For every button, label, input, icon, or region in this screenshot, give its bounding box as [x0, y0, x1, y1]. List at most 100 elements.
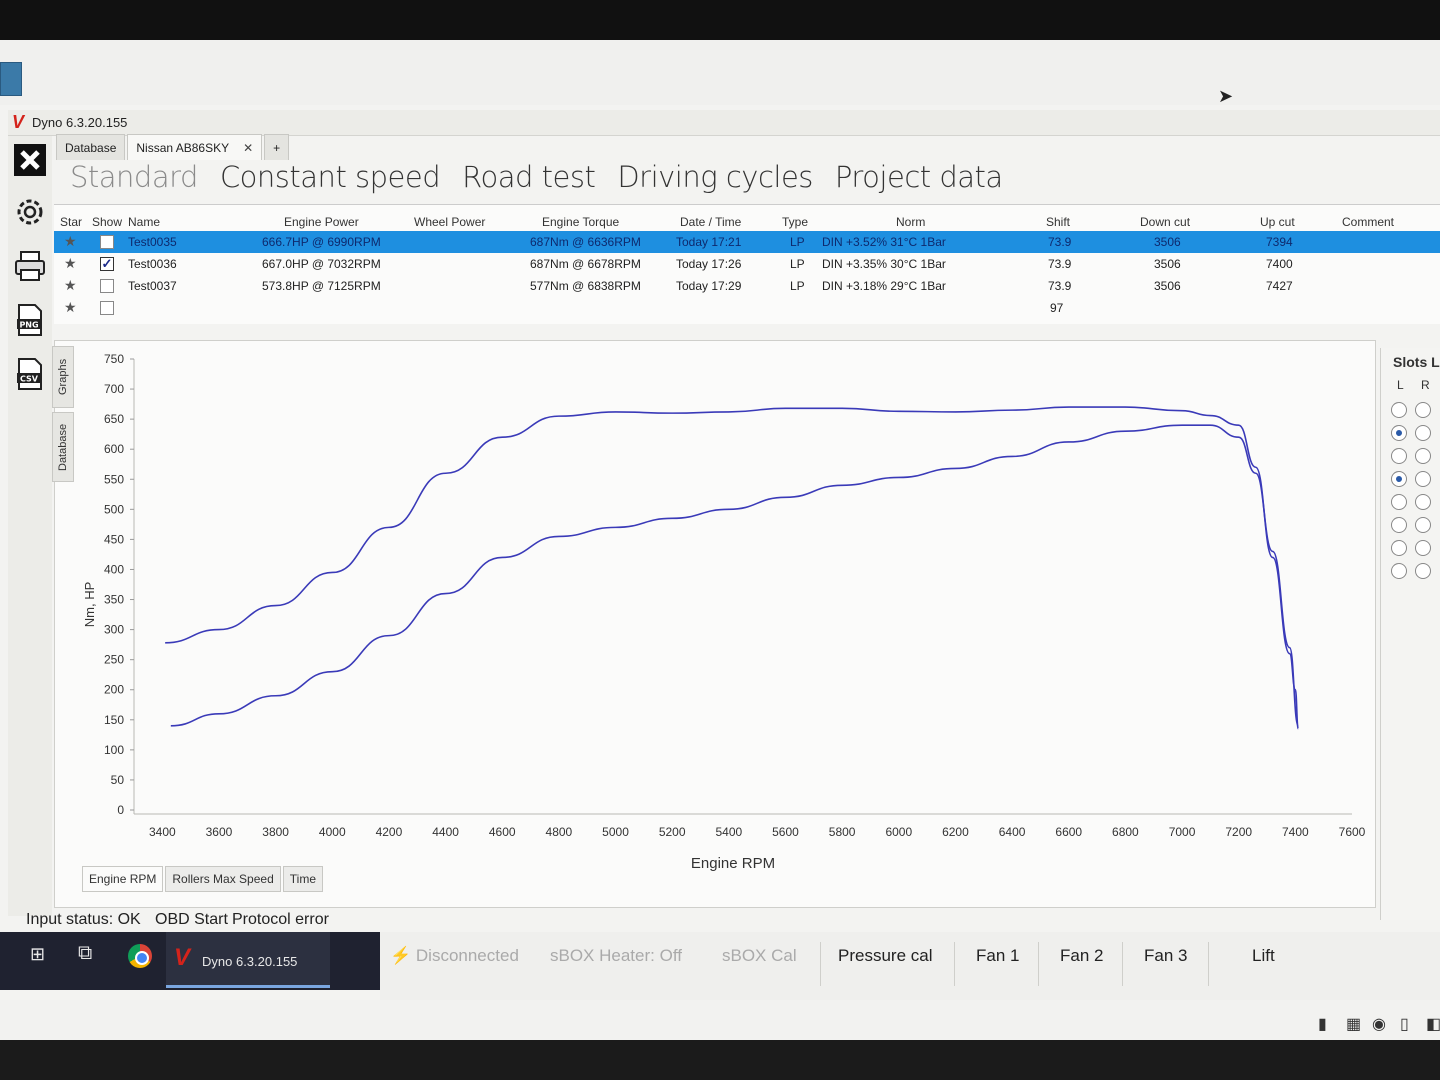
col-wheel-power[interactable]: Wheel Power: [414, 215, 486, 229]
slot-left-radio[interactable]: [1391, 540, 1407, 556]
csv-export-icon[interactable]: CSV: [12, 354, 48, 394]
table-row[interactable]: ★ Test0037 573.8HP @ 7125RPM 577Nm @ 683…: [54, 275, 1440, 297]
fan1-button[interactable]: Fan 1: [976, 946, 1020, 965]
chrome-icon[interactable]: [128, 944, 152, 968]
sbox-cal-button[interactable]: sBOX Cal: [722, 946, 797, 965]
usb-icon[interactable]: ▮: [1318, 1016, 1327, 1033]
slot-left-radio[interactable]: [1391, 563, 1407, 579]
slot-right-radio[interactable]: [1415, 402, 1431, 418]
col-show[interactable]: Show: [92, 215, 123, 229]
slot-right-radio[interactable]: [1415, 563, 1431, 579]
show-checkbox[interactable]: [100, 301, 114, 315]
row-datetime: Today 17:21: [676, 235, 742, 249]
notification-icon[interactable]: ◧: [1426, 1016, 1440, 1033]
slots-panel: Slots L L R: [1380, 348, 1440, 920]
close-tab-icon[interactable]: ✕: [243, 141, 254, 155]
print-icon[interactable]: [12, 246, 48, 286]
col-down-cut[interactable]: Down cut: [1140, 215, 1191, 229]
network-icon[interactable]: ▦: [1346, 1016, 1362, 1033]
col-star[interactable]: Star: [60, 215, 83, 229]
tab-time[interactable]: Time: [282, 866, 323, 892]
mode-road-test[interactable]: Road test: [462, 160, 596, 194]
row-down-cut: 3506: [1154, 279, 1181, 293]
show-checkbox[interactable]: [100, 279, 114, 293]
slot-right-radio[interactable]: [1415, 494, 1431, 510]
row-name: Test0036: [128, 257, 177, 271]
taskbar-app-label: Dyno 6.3.20.155: [202, 954, 298, 969]
y-tick-label: 550: [104, 472, 124, 486]
close-icon[interactable]: [12, 140, 48, 180]
task-view-icon[interactable]: ⧉: [78, 942, 93, 964]
table-row[interactable]: ★ 97: [54, 297, 1440, 319]
col-engine-power[interactable]: Engine Power: [284, 215, 359, 229]
pressure-cal-button[interactable]: Pressure cal: [838, 946, 933, 965]
battery-icon[interactable]: ▯: [1400, 1016, 1409, 1033]
tab-database-side[interactable]: Database: [52, 412, 74, 482]
tab-rollers-max-speed[interactable]: Rollers Max Speed: [165, 866, 281, 892]
dyno-chart[interactable]: 0 50 100 150 200 250 300 350 400 450 500 550 600 650 7…: [76, 345, 1372, 895]
col-norm[interactable]: Norm: [896, 215, 926, 229]
slot-left-radio[interactable]: [1391, 448, 1407, 464]
tab-engine-rpm[interactable]: Engine RPM: [82, 866, 164, 892]
col-name[interactable]: Name: [128, 215, 161, 229]
show-checkbox[interactable]: [100, 235, 114, 249]
x-tick-label: 6400: [999, 825, 1026, 839]
col-up-cut[interactable]: Up cut: [1260, 215, 1295, 229]
table-row[interactable]: ★ ✓ Test0036 667.0HP @ 7032RPM 687Nm @ 6…: [54, 253, 1440, 275]
y-tick-label: 650: [104, 412, 124, 426]
col-datetime[interactable]: Date / Time: [680, 215, 742, 229]
separator: [1122, 942, 1123, 986]
volume-icon[interactable]: ◉: [1372, 1016, 1386, 1033]
star-icon[interactable]: ★: [64, 233, 77, 249]
slot-left-radio[interactable]: [1391, 471, 1407, 487]
windows-start-icon[interactable]: ⊞: [30, 944, 46, 964]
x-tick-label: 4200: [376, 825, 403, 839]
col-engine-torque[interactable]: Engine Torque: [542, 215, 620, 229]
x-axis-label: Engine RPM: [691, 855, 775, 872]
slot-right-radio[interactable]: [1415, 425, 1431, 441]
slot-right-radio[interactable]: [1415, 471, 1431, 487]
sbox-heater-button[interactable]: sBOX Heater: Off: [550, 946, 682, 965]
slot-right-radio[interactable]: [1415, 517, 1431, 533]
row-norm: DIN +3.52% 31°C 1Bar: [822, 235, 946, 249]
slot-right-radio[interactable]: [1415, 448, 1431, 464]
row-shift: 73.9: [1048, 235, 1072, 249]
mode-driving-cycles[interactable]: Driving cycles: [617, 160, 813, 194]
star-icon[interactable]: ★: [64, 255, 77, 271]
row-type: LP: [790, 235, 805, 249]
tab-database[interactable]: Database: [56, 134, 126, 160]
slot-left-radio[interactable]: [1391, 402, 1407, 418]
table-row[interactable]: ★ Test0035 666.7HP @ 6990RPM 687Nm @ 663…: [54, 231, 1440, 253]
gear-icon[interactable]: [12, 192, 48, 232]
desktop-icon[interactable]: [0, 62, 22, 96]
mode-menu: Standard Constant speed Road test Drivin…: [70, 160, 1025, 194]
row-name: Test0037: [128, 279, 177, 293]
fan3-button[interactable]: Fan 3: [1144, 946, 1188, 965]
obd-start-button[interactable]: OBD Start: [155, 911, 228, 928]
tab-nissan[interactable]: Nissan AB86SKY ✕: [127, 134, 263, 160]
mode-project-data[interactable]: Project data: [834, 160, 1003, 194]
row-down-cut: 3506: [1154, 257, 1181, 271]
slot-left-radio[interactable]: [1391, 517, 1407, 533]
star-icon[interactable]: ★: [64, 277, 77, 293]
y-tick-label: 700: [104, 382, 124, 396]
mode-standard[interactable]: Standard: [70, 160, 198, 194]
taskbar-dyno-app[interactable]: V Dyno 6.3.20.155: [166, 932, 330, 988]
star-icon[interactable]: ★: [64, 299, 77, 315]
new-tab-button[interactable]: +: [264, 134, 290, 160]
col-type[interactable]: Type: [782, 215, 809, 229]
slot-left-radio[interactable]: [1391, 494, 1407, 510]
fan2-button[interactable]: Fan 2: [1060, 946, 1104, 965]
row-datetime: Today 17:29: [676, 279, 742, 293]
slot-left-radio[interactable]: [1391, 425, 1407, 441]
png-export-icon[interactable]: PNG: [12, 300, 48, 340]
tab-graphs[interactable]: Graphs: [52, 346, 74, 408]
show-checkbox-checked[interactable]: ✓: [100, 256, 114, 271]
mode-constant-speed[interactable]: Constant speed: [219, 160, 441, 194]
col-shift[interactable]: Shift: [1046, 215, 1071, 229]
x-tick-label: 5800: [829, 825, 856, 839]
series-line-2: [170, 424, 1299, 727]
col-comment[interactable]: Comment: [1342, 215, 1395, 229]
lift-button[interactable]: Lift: [1252, 946, 1275, 965]
slot-right-radio[interactable]: [1415, 540, 1431, 556]
